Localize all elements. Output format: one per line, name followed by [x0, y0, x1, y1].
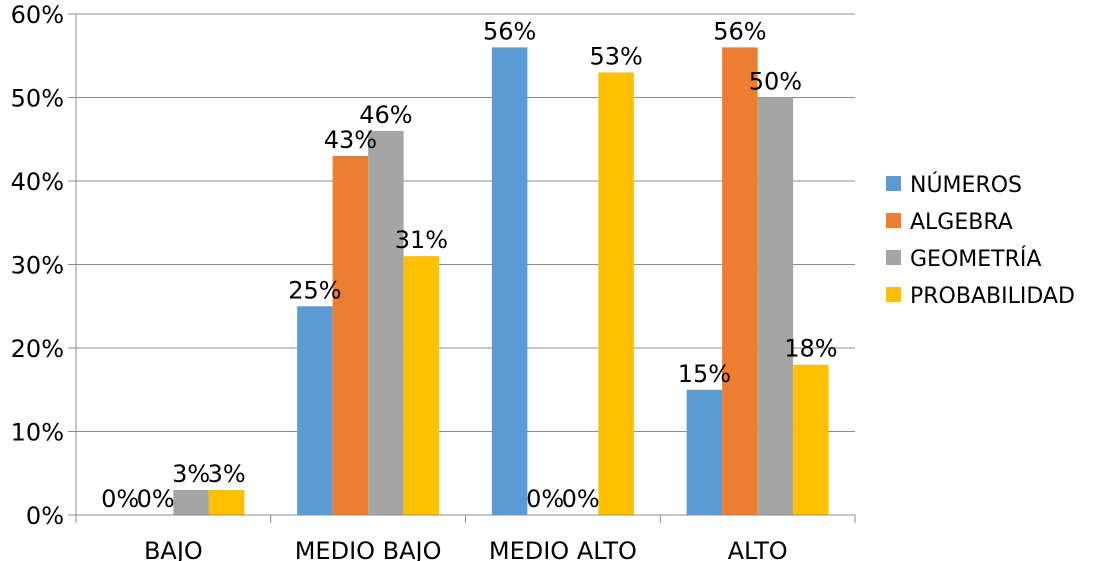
x-tick-label: BAJO [144, 537, 203, 561]
bar-probabilidad [208, 489, 245, 515]
bar-geometría [368, 130, 404, 515]
y-tick-label: 60% [11, 1, 64, 29]
data-label: 46% [359, 101, 412, 129]
bars [173, 47, 829, 516]
bar-algebra [332, 155, 369, 515]
data-label: 3% [208, 460, 246, 488]
bar-números [686, 389, 723, 515]
bar-números [297, 306, 333, 515]
bar-números [491, 47, 528, 516]
data-label: 0% [137, 485, 175, 513]
legend-swatch [886, 287, 901, 302]
legend-label: NÚMEROS [910, 172, 1022, 198]
data-label: 18% [784, 335, 837, 363]
data-label: 25% [288, 276, 341, 304]
legend-label: ALGEBRA [910, 210, 1013, 235]
x-tick-labels: BAJO MEDIO BAJO MEDIO ALTO ALTO [144, 537, 788, 561]
legend-swatch [886, 250, 901, 265]
bar-algebra [722, 47, 758, 516]
y-tick-label: 0% [26, 502, 64, 530]
bar-probabilidad [793, 364, 829, 515]
legend-swatch [886, 213, 901, 228]
data-label: 31% [395, 226, 448, 254]
data-label: 15% [678, 360, 731, 388]
legend: NÚMEROS ALGEBRA GEOMETRÍA PROBABILIDAD [886, 172, 1075, 309]
bar-probabilidad [403, 256, 440, 515]
legend-swatch [886, 176, 901, 191]
y-tick-label: 30% [11, 252, 64, 280]
data-label: 43% [324, 126, 377, 154]
data-label: 0% [101, 485, 139, 513]
y-tick-label: 20% [11, 335, 64, 363]
y-tick-labels: 0% 10% 20% 30% 40% 50% 60% [11, 1, 64, 530]
legend-label: PROBABILIDAD [910, 284, 1075, 309]
axes [68, 13, 856, 523]
y-tick-label: 10% [11, 419, 64, 447]
data-labels: 0%0%3%3%25%43%46%31%56%0%0%53%15%56%50%1… [101, 17, 837, 513]
bar-probabilidad [598, 72, 634, 515]
y-tick-label: 50% [11, 85, 64, 113]
data-label: 56% [483, 17, 536, 45]
x-tick-label: ALTO [728, 537, 788, 561]
bar-geometría [757, 97, 794, 515]
data-label: 3% [172, 460, 210, 488]
data-label: 53% [589, 42, 642, 70]
bar-geometría [173, 489, 209, 515]
data-label: 0% [562, 485, 600, 513]
data-label: 0% [526, 485, 564, 513]
y-tick-label: 40% [11, 168, 64, 196]
data-label: 56% [713, 17, 766, 45]
x-tick-label: MEDIO BAJO [295, 537, 442, 561]
legend-label: GEOMETRÍA [910, 246, 1041, 272]
data-label: 50% [749, 68, 802, 96]
x-tick-label: MEDIO ALTO [489, 537, 637, 561]
